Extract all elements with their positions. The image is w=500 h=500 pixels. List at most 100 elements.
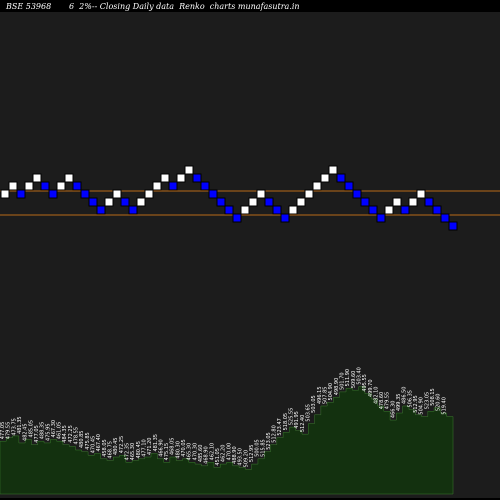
volume-label: 503.40 xyxy=(356,367,362,385)
renko-box-down xyxy=(120,197,130,207)
renko-box-up xyxy=(296,197,306,207)
volume-label: 477.05 xyxy=(0,422,6,440)
renko-box-down xyxy=(16,189,26,199)
renko-box-up xyxy=(288,205,298,215)
renko-box-up xyxy=(248,197,258,207)
volume-label: 472.25 xyxy=(119,436,125,454)
volume-label: 508.15 xyxy=(430,388,436,406)
renko-box-down xyxy=(376,213,386,223)
renko-box-up xyxy=(416,189,426,199)
volume-label: 486.50 xyxy=(402,387,408,405)
renko-box-down xyxy=(400,205,410,215)
volume-label: 509.60 xyxy=(351,371,357,389)
volume-label: 512.95 xyxy=(413,395,419,413)
renko-box-up xyxy=(0,189,10,199)
volume-label: 468.05 xyxy=(170,438,176,456)
volume-label: 477.05 xyxy=(34,425,40,443)
renko-box-down xyxy=(40,181,50,191)
chart-title: BSE 53968 6 2%-- Closing Daily data Renk… xyxy=(6,2,300,11)
volume-label: 511.90 xyxy=(345,369,351,387)
volume-label: 480.45 xyxy=(136,441,142,459)
volume-label: 481.35 xyxy=(17,416,23,434)
volume-label: 500.05 xyxy=(255,439,261,457)
renko-box-up xyxy=(256,189,266,199)
volume-label: 482.10 xyxy=(373,387,379,405)
volume-label: 462.10 xyxy=(209,443,215,461)
volume-label: 503.65 xyxy=(306,404,312,422)
renko-box-up xyxy=(160,173,170,183)
volume-label: 479.55 xyxy=(6,422,12,440)
renko-box-up xyxy=(8,181,18,191)
volume-label: 473.75 xyxy=(11,418,17,436)
volume-label: 479.55 xyxy=(385,392,391,410)
volume-label: 523.05 xyxy=(266,432,272,450)
volume-label: 467.40 xyxy=(96,434,102,452)
volume-label: 475.15 xyxy=(164,443,170,461)
renko-box-up xyxy=(24,181,34,191)
renko-box-up xyxy=(176,173,186,183)
renko-box-down xyxy=(440,213,450,223)
volume-label: 477.10 xyxy=(141,439,147,457)
renko-box-down xyxy=(448,221,458,231)
renko-box-up xyxy=(408,197,418,207)
volume-label: 475.95 xyxy=(45,423,51,441)
renko-box-down xyxy=(432,205,442,215)
volume-label: 466.30 xyxy=(390,401,396,419)
volume-label: 451.05 xyxy=(215,448,221,466)
volume-label: 488.90 xyxy=(232,446,238,464)
volume-label: 503.05 xyxy=(311,395,317,413)
volume-label: 499.35 xyxy=(396,394,402,412)
renko-box-up xyxy=(184,165,194,175)
volume-label: 512.95 xyxy=(249,445,255,463)
renko-box-down xyxy=(272,205,282,215)
renko-box-up xyxy=(144,189,154,199)
volume-label: 482.45 xyxy=(23,423,29,441)
volume-label: 491.95 xyxy=(294,411,300,429)
renko-box-down xyxy=(216,197,226,207)
volume-label: 465.30 xyxy=(187,443,193,461)
volume-label: 498.90 xyxy=(334,378,340,396)
renko-box-up xyxy=(240,205,250,215)
renko-box-up xyxy=(56,181,66,191)
renko-box-down xyxy=(48,189,58,199)
renko-box-up xyxy=(112,189,122,199)
volume-label: 472.35 xyxy=(124,443,130,461)
renko-box-down xyxy=(168,181,178,191)
volume-label: 506.35 xyxy=(407,390,413,408)
volume-label: 470.30 xyxy=(192,443,198,461)
renko-box-down xyxy=(192,173,202,183)
renko-box-down xyxy=(368,205,378,215)
volume-label: 493.50 xyxy=(238,448,244,466)
renko-box-up xyxy=(384,205,394,215)
volume-label: 467.30 xyxy=(51,420,57,438)
renko-box-up xyxy=(320,173,330,183)
renko-box-up xyxy=(328,165,338,175)
volume-label: 472.25 xyxy=(68,425,74,443)
renko-box-up xyxy=(392,197,402,207)
volume-label: 523.47 xyxy=(277,418,283,436)
renko-box-down xyxy=(280,213,290,223)
volume-label: 509.20 xyxy=(243,450,249,468)
volume-label: 481.35 xyxy=(153,434,159,452)
volume-label: 512.40 xyxy=(300,415,306,433)
volume-label: 461.05 xyxy=(57,422,63,440)
renko-box-down xyxy=(224,205,234,215)
volume-label: 519.40 xyxy=(441,397,447,415)
volume-label: 458.05 xyxy=(102,439,108,457)
renko-box-down xyxy=(264,197,274,207)
volume-label: 504.90 xyxy=(419,397,425,415)
volume-label: 462.20 xyxy=(221,445,227,463)
volume-label: 488.35 xyxy=(40,422,46,440)
volume-label: 468.75 xyxy=(108,441,114,459)
renko-box-down xyxy=(424,197,434,207)
renko-box-down xyxy=(352,189,362,199)
renko-box-up xyxy=(312,181,322,191)
renko-box-down xyxy=(360,197,370,207)
renko-box-up xyxy=(104,197,114,207)
renko-box-down xyxy=(72,181,82,191)
volume-label: 495.55 xyxy=(362,374,368,392)
renko-box-down xyxy=(232,213,242,223)
volume-label: 518.05 xyxy=(283,413,289,431)
